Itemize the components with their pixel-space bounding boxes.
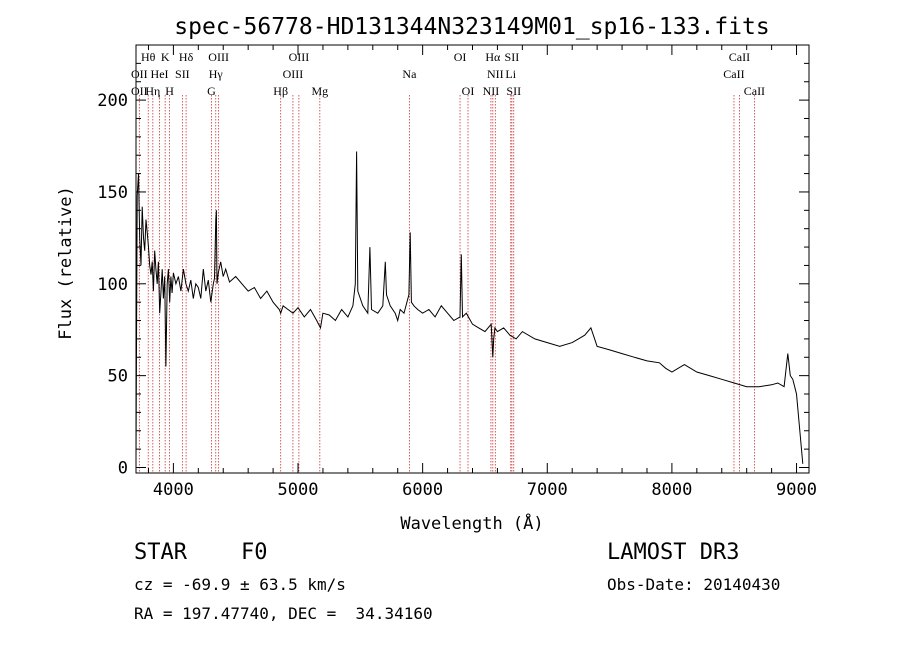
x-axis-ticks: 4000 5000 6000 7000 8000 9000 — [147, 45, 817, 500]
y-axis-label: Flux (relative) — [56, 186, 76, 340]
spectral-line-label: OII — [131, 67, 148, 81]
spectral-line-label: H — [165, 84, 174, 98]
survey-name: LAMOST DR3 — [607, 540, 740, 565]
object-subclass: F0 — [241, 540, 268, 565]
spectral-line-label: Hβ — [273, 84, 288, 98]
coordinates: RA = 197.47740, DEC = 34.34160 — [134, 604, 433, 623]
spectral-line-label: NII — [487, 67, 504, 81]
spectral-line-label: Mg — [311, 84, 328, 98]
x-tick-label: 6000 — [402, 480, 443, 500]
y-tick-label: 150 — [97, 183, 128, 203]
spectral-line-label: OIII — [289, 50, 310, 64]
spectral-line-label: OIII — [208, 50, 229, 64]
observation-date: Obs-Date: 20140430 — [607, 575, 781, 594]
spectral-line-label: SII — [505, 50, 520, 64]
y-tick-label: 100 — [97, 275, 128, 295]
spectrum-line — [135, 151, 804, 464]
spectral-line-label: OII — [131, 84, 148, 98]
spectral-line-label: SII — [175, 67, 190, 81]
plot-frame — [135, 44, 810, 474]
spectral-line-label: Hη — [145, 84, 160, 98]
spectral-line-label: K — [161, 50, 170, 64]
spectral-line-label: Hα — [485, 50, 501, 64]
spectral-line-label: Li — [505, 67, 516, 81]
spectral-line-label: HeI — [151, 67, 169, 81]
y-tick-label: 200 — [97, 91, 128, 111]
x-tick-label: 9000 — [776, 480, 817, 500]
spectral-line-label: Na — [402, 67, 417, 81]
x-tick-label: 5000 — [278, 480, 319, 500]
redshift-cz: cz = -69.9 ± 63.5 km/s — [134, 575, 346, 594]
x-tick-label: 4000 — [153, 480, 194, 500]
y-axis-ticks: 0 50 100 150 200 — [97, 62, 809, 478]
chart-title: spec-56778-HD131344N323149M01_sp16-133.f… — [174, 14, 769, 40]
spectral-line-label: G — [207, 84, 216, 98]
spectral-line-label: OIII — [283, 67, 304, 81]
spectral-lines-layer — [138, 95, 755, 473]
x-axis-label: Wavelength (Å) — [400, 512, 543, 534]
y-tick-label: 50 — [108, 367, 128, 387]
spectral-line-label: CaII — [729, 50, 750, 64]
spectral-line-label: OI — [454, 50, 467, 64]
x-tick-label: 8000 — [651, 480, 692, 500]
spectral-line-label: OI — [462, 84, 475, 98]
spectral-line-label: Hδ — [179, 50, 194, 64]
spectral-line-label: SII — [506, 84, 521, 98]
spectral-line-label: NII — [483, 84, 500, 98]
spectral-line-label: CaII — [744, 84, 765, 98]
y-tick-label: 0 — [118, 458, 128, 478]
spectral-line-label: Hθ — [141, 50, 156, 64]
x-tick-label: 7000 — [527, 480, 568, 500]
spectral-line-label: CaII — [723, 67, 744, 81]
spectral-line-label: Hγ — [209, 67, 224, 81]
spectral-line-labels: Hθ K Hδ OIII OIII OI Hα SII CaII OII HeI SII Hγ OIII N… — [131, 50, 765, 98]
object-class: STAR — [134, 540, 187, 565]
